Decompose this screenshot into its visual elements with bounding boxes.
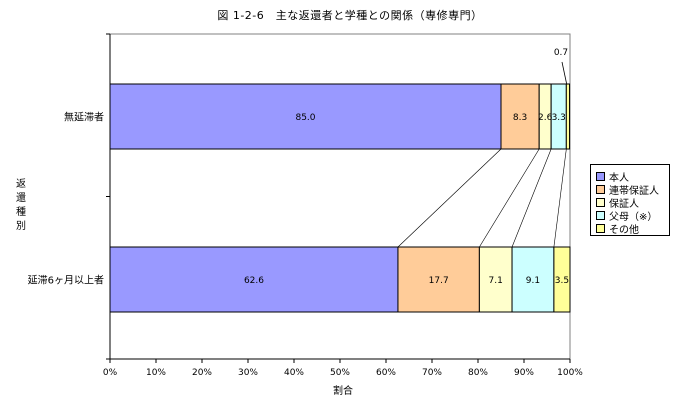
bar-segment <box>500 83 540 150</box>
x-axis-title: 割合 <box>333 386 353 397</box>
x-tick-label: 30% <box>238 368 258 378</box>
x-tick-label: 40% <box>284 368 304 378</box>
x-tick-label: 100% <box>557 368 583 378</box>
y-axis-title-char: 種 <box>16 207 26 218</box>
bar-segment <box>109 246 399 313</box>
bar-segment <box>553 246 571 313</box>
y-axis-title-char: 別 <box>16 221 26 232</box>
x-tick-label: 90% <box>514 368 534 378</box>
x-tick-label: 10% <box>146 368 166 378</box>
x-tick-label: 50% <box>330 368 350 378</box>
legend-item: 父母（※） <box>596 209 669 223</box>
legend-label: 連帯保証人 <box>609 186 659 197</box>
data-label: 9.1 <box>526 276 540 286</box>
y-axis-title-char: 返 <box>16 179 26 190</box>
x-tick-label: 70% <box>422 368 442 378</box>
legend: 本人連帯保証人保証人父母（※） その他 <box>590 164 670 236</box>
category-label: 無延滞者 <box>64 111 104 124</box>
data-label: 8.3 <box>513 113 527 123</box>
chart-title: 図 1-2-6 主な返還者と学種との関係（専修専門） <box>217 9 483 22</box>
bar-segment <box>565 83 571 150</box>
bar-segment <box>397 246 480 313</box>
callout-label: 0.7 <box>554 48 568 58</box>
legend-label: その他 <box>609 225 639 236</box>
x-tick-label: 80% <box>468 368 488 378</box>
category-label: 延滞6ヶ月以上者 <box>28 275 104 287</box>
data-label: 2.6 <box>538 113 553 123</box>
series-lines <box>397 61 569 248</box>
x-tick-label: 60% <box>376 368 396 378</box>
series-line <box>479 148 540 248</box>
y-axis-title: 返 還 種 別 <box>14 178 28 234</box>
legend-swatch <box>596 224 605 233</box>
legend-swatch <box>596 198 605 207</box>
data-labels: 85.0 8.3 2.6 3.3 62.6 17.7 7.1 9.1 3.5 0.7 <box>244 48 569 286</box>
legend-item: その他 <box>596 222 669 236</box>
series-line <box>553 148 567 248</box>
series-line <box>397 148 502 248</box>
legend-swatch <box>596 172 605 181</box>
legend-swatch <box>596 185 605 194</box>
x-tick-label: 0% <box>103 368 118 378</box>
series-line <box>511 148 552 248</box>
legend-item: 本人 <box>596 170 669 184</box>
data-label: 17.7 <box>429 276 449 286</box>
legend-label: 本人 <box>609 173 629 184</box>
data-label: 62.6 <box>244 276 264 286</box>
legend-item: 連帯保証人 <box>596 183 669 197</box>
x-tick-label: 20% <box>192 368 212 378</box>
legend-item: 保証人 <box>596 196 669 210</box>
legend-swatch <box>596 211 605 220</box>
data-label: 7.1 <box>489 276 503 286</box>
data-label: 3.5 <box>555 276 569 286</box>
legend-label: 父母（※） <box>609 212 658 223</box>
legend-label: 保証人 <box>609 199 639 210</box>
data-label: 3.3 <box>552 113 566 123</box>
y-axis-title-char: 還 <box>16 193 26 204</box>
data-label: 85.0 <box>295 113 315 123</box>
